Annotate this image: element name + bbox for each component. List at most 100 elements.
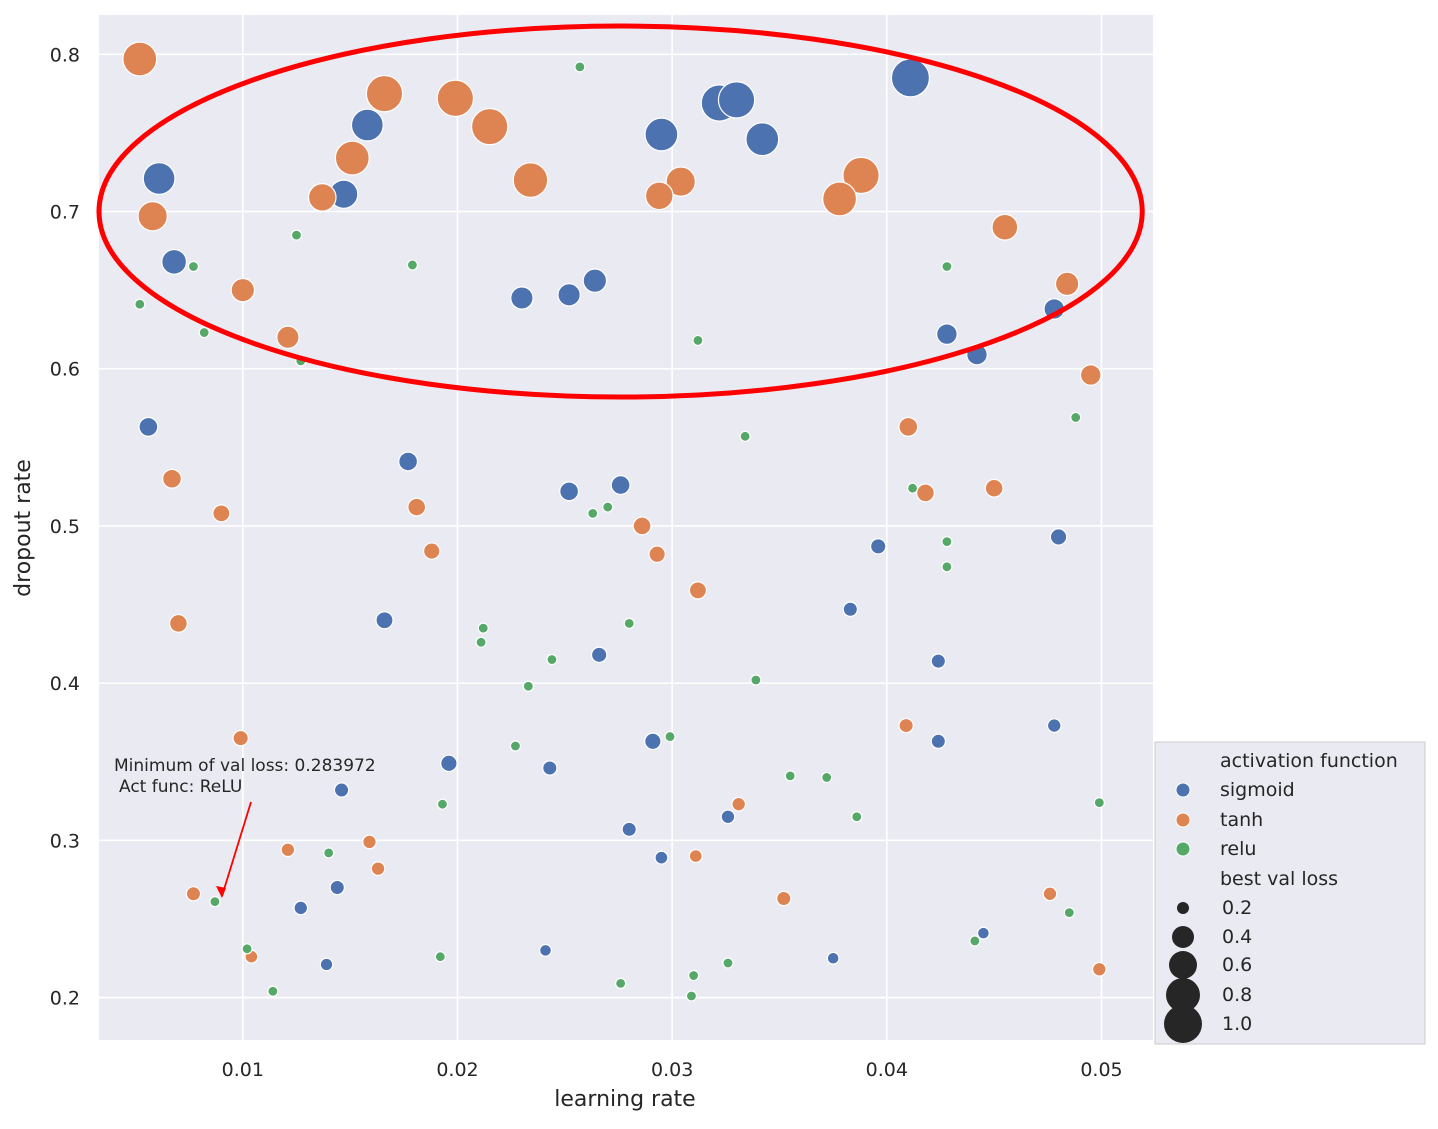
point-tanh bbox=[137, 201, 168, 232]
x-tick-label: 0.04 bbox=[866, 1059, 908, 1081]
point-tanh bbox=[232, 729, 249, 747]
point-tanh bbox=[280, 842, 296, 858]
y-tick-label: 0.4 bbox=[50, 673, 80, 695]
legend-label-sigmoid: sigmoid bbox=[1220, 779, 1295, 801]
point-tanh bbox=[991, 213, 1019, 241]
point-sigmoid bbox=[539, 943, 552, 957]
point-tanh bbox=[1054, 271, 1080, 297]
point-relu bbox=[941, 260, 953, 273]
point-tanh bbox=[984, 478, 1004, 498]
point-sigmoid bbox=[142, 162, 176, 195]
point-tanh bbox=[365, 74, 404, 113]
point-tanh bbox=[407, 497, 427, 517]
point-sigmoid bbox=[842, 601, 859, 617]
grid-lines bbox=[99, 15, 1153, 1040]
point-relu bbox=[1070, 411, 1082, 424]
point-tanh bbox=[334, 140, 370, 176]
point-relu bbox=[851, 811, 863, 823]
point-sigmoid bbox=[890, 58, 931, 98]
point-relu bbox=[602, 501, 614, 513]
point-sigmoid bbox=[375, 611, 394, 630]
point-tanh bbox=[776, 890, 792, 907]
point-tanh bbox=[644, 181, 674, 211]
point-sigmoid bbox=[333, 782, 350, 798]
annotation-line-2: Act func: ReLU bbox=[119, 777, 242, 797]
point-relu bbox=[969, 935, 981, 947]
legend-marker-tanh bbox=[1175, 812, 1191, 828]
annotation: Minimum of val loss: 0.283972 Act func: … bbox=[114, 756, 376, 898]
point-tanh bbox=[276, 325, 300, 350]
point-relu bbox=[615, 977, 627, 990]
point-relu bbox=[664, 730, 676, 743]
point-sigmoid bbox=[976, 926, 990, 940]
x-tick-labels: 0.01 0.02 0.03 0.04 0.05 bbox=[222, 1059, 1123, 1081]
point-relu bbox=[587, 507, 599, 519]
legend-size-label-1-0: 1.0 bbox=[1222, 1013, 1252, 1035]
point-relu bbox=[750, 674, 762, 686]
point-sigmoid bbox=[161, 248, 188, 275]
point-relu bbox=[267, 985, 279, 997]
point-sigmoid bbox=[644, 117, 679, 152]
point-tanh bbox=[842, 156, 880, 195]
point-relu bbox=[323, 847, 335, 859]
point-tanh bbox=[688, 849, 703, 864]
point-tanh bbox=[122, 41, 158, 77]
x-tick-label: 0.05 bbox=[1080, 1059, 1122, 1081]
point-tanh bbox=[1079, 364, 1102, 386]
y-tick-label: 0.6 bbox=[50, 359, 80, 381]
point-tanh bbox=[185, 886, 202, 902]
point-tanh bbox=[898, 717, 914, 734]
y-tick-labels: 0.2 0.3 0.4 0.5 0.6 0.7 0.8 bbox=[50, 44, 80, 1009]
point-sigmoid bbox=[319, 957, 334, 972]
point-tanh bbox=[436, 79, 475, 118]
legend-size-marker-0-6 bbox=[1169, 951, 1197, 979]
point-relu bbox=[209, 896, 221, 908]
point-relu bbox=[739, 430, 751, 442]
point-sigmoid bbox=[610, 475, 631, 496]
point-relu bbox=[522, 680, 534, 692]
point-tanh bbox=[648, 545, 666, 563]
point-sigmoid bbox=[720, 809, 736, 825]
point-relu bbox=[821, 771, 833, 784]
scatter-points bbox=[122, 41, 1107, 1002]
y-axis-label: dropout rate bbox=[11, 459, 36, 597]
y-tick-label: 0.7 bbox=[50, 202, 80, 224]
legend-label-relu: relu bbox=[1220, 838, 1256, 860]
point-tanh bbox=[470, 107, 509, 146]
point-tanh bbox=[512, 162, 549, 198]
x-tick-label: 0.01 bbox=[222, 1059, 264, 1081]
annotation-arrow bbox=[221, 801, 252, 897]
y-tick-label: 0.3 bbox=[50, 830, 80, 852]
legend-label-tanh: tanh bbox=[1220, 809, 1263, 831]
point-tanh bbox=[898, 416, 919, 437]
point-sigmoid bbox=[936, 323, 958, 345]
point-sigmoid bbox=[293, 900, 309, 916]
plot-background bbox=[99, 15, 1153, 1040]
legend-size-label-0-8: 0.8 bbox=[1222, 984, 1252, 1006]
highlight-ellipse bbox=[96, 23, 1145, 400]
point-tanh bbox=[212, 504, 231, 523]
point-tanh bbox=[168, 613, 188, 633]
point-tanh bbox=[230, 277, 256, 303]
legend-size-title: best val loss bbox=[1220, 868, 1338, 890]
legend-box bbox=[1154, 741, 1426, 1045]
point-relu bbox=[941, 561, 953, 573]
point-sigmoid bbox=[582, 268, 608, 293]
point-relu bbox=[187, 260, 200, 273]
x-tick-label: 0.02 bbox=[436, 1059, 478, 1081]
point-relu bbox=[546, 653, 558, 666]
point-tanh bbox=[162, 468, 182, 489]
point-tanh bbox=[307, 183, 337, 212]
point-relu bbox=[1093, 797, 1105, 809]
legend-size-label-0-2: 0.2 bbox=[1222, 897, 1252, 919]
point-relu bbox=[406, 259, 419, 271]
point-relu bbox=[685, 990, 698, 1002]
point-sigmoid bbox=[870, 538, 887, 555]
point-relu bbox=[134, 298, 146, 310]
annotation-arrowhead bbox=[216, 886, 226, 898]
point-sigmoid bbox=[745, 122, 780, 157]
point-relu bbox=[509, 740, 522, 752]
point-relu bbox=[623, 617, 635, 629]
point-sigmoid bbox=[510, 286, 534, 310]
point-sigmoid bbox=[440, 754, 458, 773]
